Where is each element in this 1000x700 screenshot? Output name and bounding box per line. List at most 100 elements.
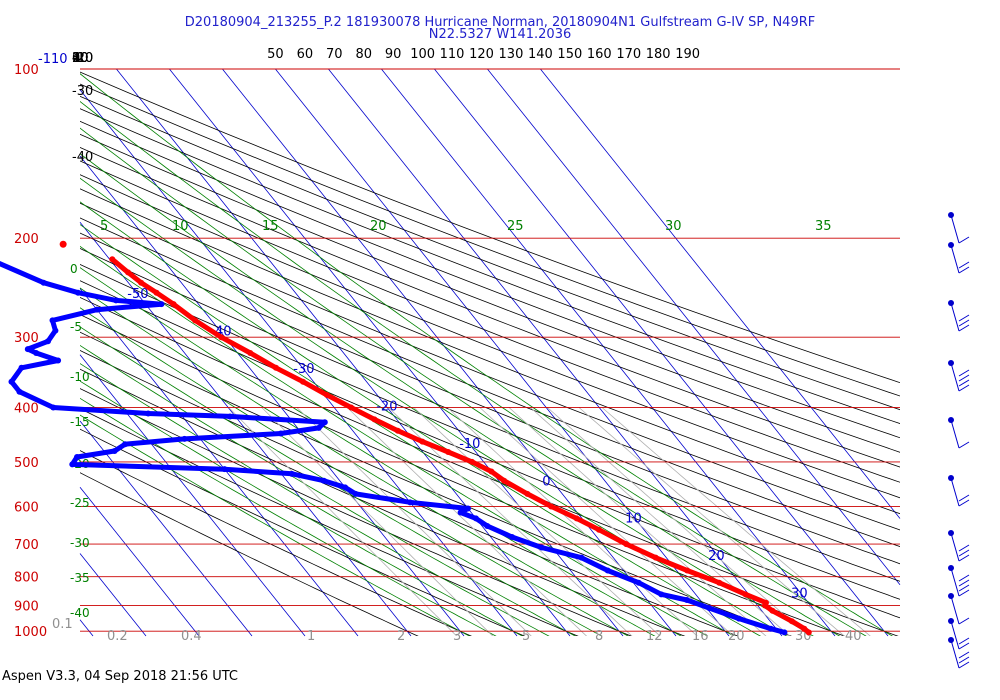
- wind-barb-flag: [958, 617, 970, 625]
- fahrenheit-label: 80: [355, 47, 372, 62]
- temperature-point: [371, 416, 378, 423]
- dewpoint-point: [74, 454, 81, 461]
- isotherm-line: [222, 68, 677, 637]
- wind-barb-flag: [958, 544, 970, 552]
- temperature-point: [801, 625, 808, 632]
- dewpoint-point: [227, 413, 234, 420]
- isotherm-label: -20: [376, 399, 397, 414]
- dry-adiabat-line: [80, 263, 900, 600]
- temperature-point: [192, 317, 199, 324]
- dry-adiabat-line: [80, 450, 472, 636]
- fahrenheit-label: 140: [528, 47, 553, 62]
- isotherm-line: [328, 68, 783, 637]
- dewpoint-point: [145, 410, 152, 417]
- temperature-point: [501, 477, 508, 484]
- fahrenheit-label: 180: [646, 47, 671, 62]
- dry-adiabat-line: [80, 314, 846, 636]
- temperature-point: [109, 256, 116, 263]
- mixing-ratio-label: 0.2: [107, 629, 128, 644]
- temperature-point: [419, 438, 426, 445]
- moist-adiabat-label: 15: [262, 219, 279, 234]
- temperature-point: [348, 404, 355, 411]
- moist-adiabat-line: [80, 326, 603, 636]
- mixing-ratio-line: [261, 407, 494, 636]
- dewpoint-point: [40, 279, 47, 286]
- temperature-point: [170, 301, 177, 308]
- temperature-point: [125, 269, 132, 276]
- background-grid: [79, 68, 901, 637]
- mixing-ratio-line: [447, 407, 698, 636]
- isotherm-line: [434, 68, 889, 637]
- wind-barb-shaft: [950, 477, 960, 507]
- wind-barb-flag: [958, 319, 970, 327]
- dry-adiabat-line: [80, 217, 900, 548]
- dewpoint: [0, 261, 788, 636]
- temperature-point: [138, 279, 145, 286]
- moist-adiabat-label: 10: [172, 219, 189, 234]
- mixing-ratio-line: [346, 407, 588, 636]
- wind-barb-shaft: [950, 639, 960, 669]
- dewpoint-point: [315, 424, 322, 431]
- mixing-ratio-label: 3: [453, 629, 461, 644]
- dry-adiabat-label: 0: [72, 51, 80, 66]
- mixing-ratio-line: [601, 407, 871, 636]
- wind-barb-flag: [958, 589, 970, 597]
- dewpoint-point: [472, 515, 479, 522]
- temperature-point: [573, 515, 580, 522]
- dry-adiabat-label: 30: [72, 51, 89, 66]
- temperature-point: [299, 378, 306, 385]
- wind-barb-flag: [958, 379, 970, 387]
- mixing-ratio-label: 1: [307, 629, 315, 644]
- dry-adiabat-line: [80, 472, 419, 636]
- dewpoint-point: [781, 629, 788, 636]
- dewpoint-point: [221, 466, 228, 473]
- mixing-ratio-label: 40: [845, 629, 862, 644]
- dewpoint-point: [321, 419, 328, 426]
- moist-adiabat-line: [80, 267, 682, 636]
- wind-barb-flag: [958, 314, 970, 322]
- dewpoint-point: [604, 567, 611, 574]
- moist-adiabat-label: -30: [70, 536, 90, 550]
- wind-barb-shaft: [950, 214, 960, 244]
- isobars: [80, 68, 900, 632]
- pressure-label: 800: [14, 571, 39, 586]
- isotherm-line: [79, 222, 412, 637]
- dry-adiabat-line: [80, 350, 739, 636]
- dewpoint-point: [181, 435, 188, 442]
- temperature-point: [769, 607, 776, 614]
- wind-barb-flag: [958, 324, 970, 332]
- dewpoint-point: [52, 327, 59, 334]
- dewpoint-point: [50, 404, 57, 411]
- isotherm-label: -10: [459, 437, 480, 452]
- temperature-path: [110, 257, 811, 635]
- moist-adiabat-line: [80, 307, 629, 636]
- temperature-point: [788, 618, 795, 625]
- dry-adiabat-line: [80, 108, 900, 424]
- dewpoint-point: [113, 297, 120, 304]
- fahrenheit-label: 100: [410, 47, 435, 62]
- dewpoint-point: [457, 509, 464, 516]
- pressure-label: 500: [14, 456, 39, 471]
- isotherm-label: 10: [625, 512, 642, 527]
- moist-adiabat-label: -15: [70, 415, 90, 429]
- dry-adiabat-line: [80, 71, 900, 384]
- wind-barb-shaft: [950, 567, 960, 597]
- moist-adiabat-line: [80, 287, 656, 636]
- moist-adiabat-label: -35: [70, 571, 90, 585]
- temperature-outlier-point: [59, 240, 67, 248]
- mixing-ratio-label: 0.4: [181, 629, 202, 644]
- dewpoint-point: [288, 470, 295, 477]
- pressure-label: 400: [14, 401, 39, 416]
- moist-adiabat-label: -25: [70, 496, 90, 510]
- moist-adiabat-label: 30: [665, 219, 682, 234]
- isotherm-label: -50: [127, 287, 148, 302]
- dewpoint-point: [8, 378, 15, 385]
- isotherm-line: [79, 619, 94, 637]
- moist-adiabat-label: -5: [70, 320, 82, 334]
- dewpoint-point: [55, 357, 62, 364]
- dewpoint-point: [407, 499, 414, 506]
- fahrenheit-label: 70: [326, 47, 343, 62]
- fahrenheit-label: 170: [616, 47, 641, 62]
- isotherm-label: -30: [293, 362, 314, 377]
- dry-adiabat-line: [80, 133, 900, 453]
